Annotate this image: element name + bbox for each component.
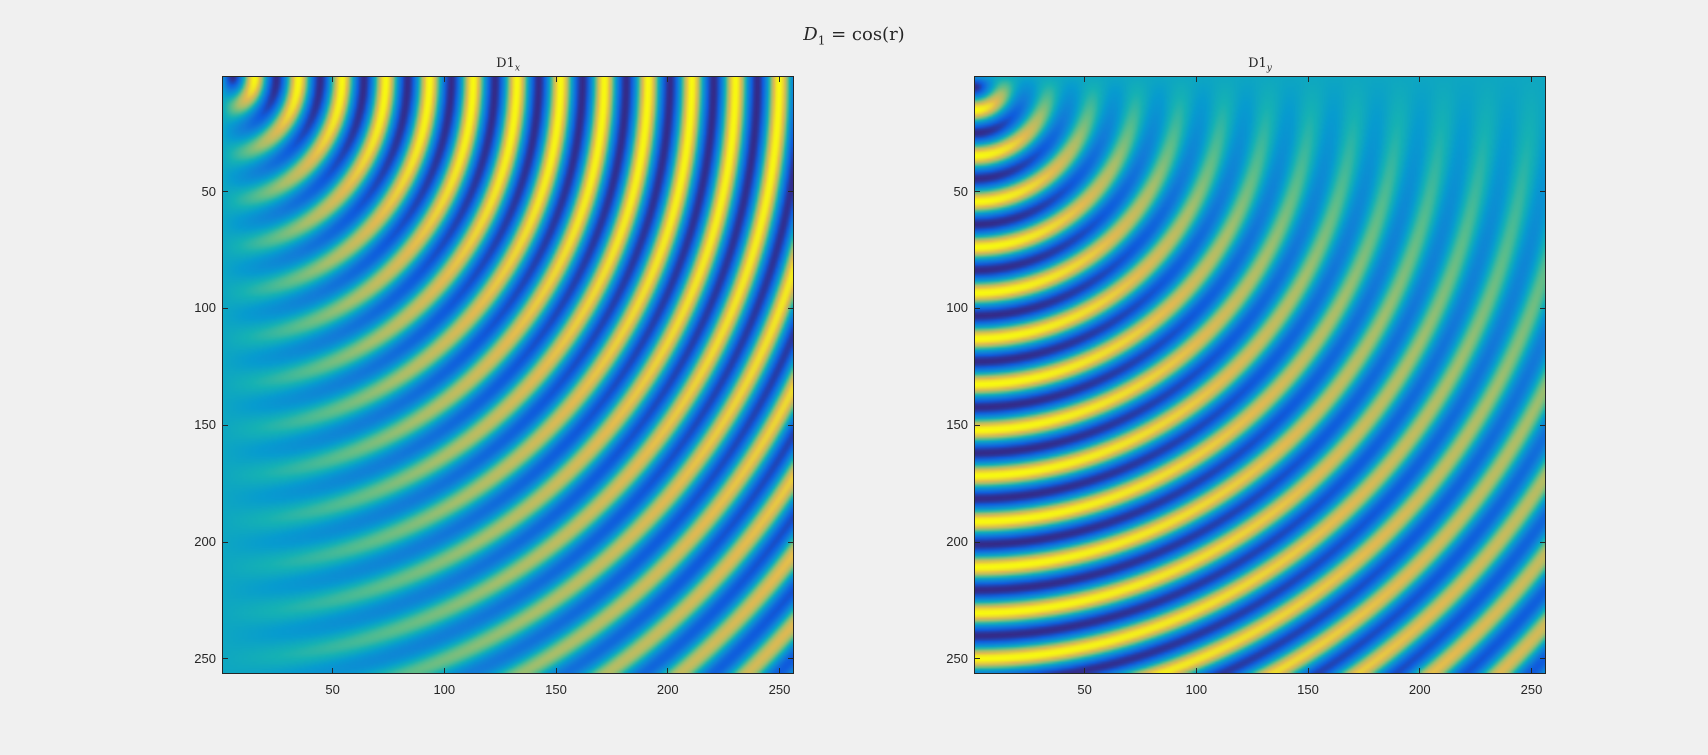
y-tick-label: 100 (194, 300, 216, 316)
x-tick-label: 100 (433, 682, 456, 697)
x-tick-label: 50 (325, 682, 340, 697)
axes-d1y[interactable]: D1y 50 100 150 200 250 50 100 150 200 250 (914, 52, 1546, 710)
axes-title-d1y: D1y (974, 56, 1546, 74)
y-tick-mark (974, 424, 980, 426)
x-tick-mark (443, 668, 445, 674)
y-tick-mark-right (1540, 541, 1546, 543)
suptitle-symbol: D (803, 24, 818, 45)
y-tick-mark (222, 191, 228, 193)
y-tick-mark-right (788, 191, 794, 193)
y-tick-label: 200 (194, 534, 216, 550)
x-tick-label: 200 (1408, 682, 1431, 697)
y-tick-label: 150 (194, 417, 216, 433)
x-tick-mark-top (778, 76, 780, 82)
x-tick-mark-top (1195, 76, 1197, 82)
y-tick-label: 50 (953, 183, 968, 199)
x-tick-mark (1307, 668, 1309, 674)
x-tick-label: 250 (1520, 682, 1543, 697)
heatmap-d1y[interactable] (974, 76, 1546, 674)
axes-title-subscript: x (514, 63, 520, 74)
y-tick-mark-right (1540, 658, 1546, 660)
x-tick-mark (1530, 668, 1532, 674)
x-tick-mark (332, 668, 334, 674)
y-tick-label: 100 (946, 300, 968, 316)
heatmap-canvas-d1y[interactable] (975, 77, 1545, 673)
x-tick-mark-top (1084, 76, 1086, 82)
y-tick-mark-right (1540, 191, 1546, 193)
y-tick-mark (222, 658, 228, 660)
y-tick-mark-right (788, 424, 794, 426)
x-tick-label: 150 (1297, 682, 1319, 697)
y-tick-label: 50 (201, 183, 216, 199)
y-tick-mark (974, 541, 980, 543)
x-tick-mark (778, 668, 780, 674)
x-tick-label: 250 (768, 682, 791, 697)
x-tick-label: 150 (545, 682, 567, 697)
x-tick-mark-top (555, 76, 557, 82)
y-tick-mark (974, 191, 980, 193)
y-tick-mark-right (788, 541, 794, 543)
suptitle-rhs: = cos(r) (831, 24, 905, 45)
x-tick-mark (667, 668, 669, 674)
x-tick-mark (1419, 668, 1421, 674)
y-tick-mark (222, 541, 228, 543)
axes-title-main: D1 (1248, 56, 1267, 71)
y-tick-mark (974, 307, 980, 309)
x-tick-mark-top (332, 76, 334, 82)
y-tick-label: 250 (946, 650, 968, 666)
x-tick-mark-top (1530, 76, 1532, 82)
x-tick-mark-top (443, 76, 445, 82)
x-tick-mark-top (1307, 76, 1309, 82)
y-tick-mark (974, 658, 980, 660)
y-tick-label: 250 (194, 650, 216, 666)
suptitle-subscript: 1 (817, 33, 826, 48)
axes-title-main: D1 (496, 56, 515, 71)
y-tick-mark (222, 424, 228, 426)
x-tick-mark (1084, 668, 1086, 674)
y-tick-label: 150 (946, 417, 968, 433)
figure-suptitle: D1 = cos(r) (0, 24, 1708, 48)
x-tick-label: 100 (1185, 682, 1208, 697)
x-tick-mark (1195, 668, 1197, 674)
axes-title-d1x: D1x (222, 56, 794, 74)
y-tick-mark (222, 307, 228, 309)
x-tick-mark-top (1419, 76, 1421, 82)
x-tick-mark-top (667, 76, 669, 82)
y-tick-mark-right (1540, 424, 1546, 426)
axes-title-subscript: y (1266, 63, 1272, 74)
y-tick-mark-right (788, 307, 794, 309)
x-tick-mark (555, 668, 557, 674)
heatmap-d1x[interactable] (222, 76, 794, 674)
y-tick-label: 200 (946, 534, 968, 550)
heatmap-canvas-d1x[interactable] (223, 77, 793, 673)
x-tick-label: 50 (1077, 682, 1092, 697)
y-tick-mark-right (1540, 307, 1546, 309)
x-tick-label: 200 (656, 682, 679, 697)
y-tick-mark-right (788, 658, 794, 660)
axes-d1x[interactable]: D1x 50 100 150 200 250 50 100 150 200 250 (162, 52, 794, 710)
